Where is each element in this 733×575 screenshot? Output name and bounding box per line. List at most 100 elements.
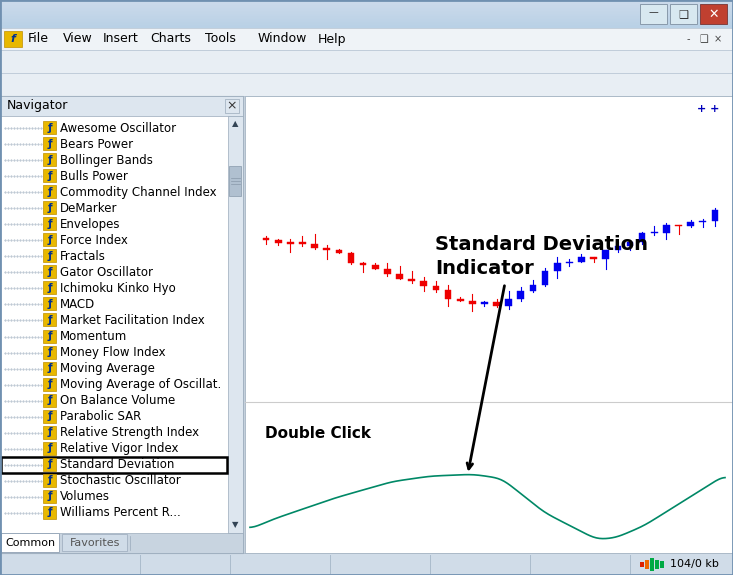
- Bar: [0, 10, 733, 11]
- Bar: [275, 240, 281, 243]
- Bar: [590, 258, 597, 259]
- Bar: [566, 262, 572, 263]
- Text: ✕: ✕: [708, 7, 719, 21]
- Bar: [396, 274, 403, 279]
- Bar: [651, 232, 658, 233]
- Bar: [43, 410, 56, 423]
- Bar: [229, 166, 241, 196]
- Bar: [0, 14, 733, 15]
- Bar: [638, 233, 646, 242]
- Bar: [645, 560, 649, 569]
- Bar: [663, 225, 670, 233]
- Text: Help: Help: [318, 33, 347, 45]
- Bar: [228, 116, 243, 533]
- Bar: [43, 266, 56, 278]
- Bar: [287, 243, 294, 244]
- Bar: [0, 24, 733, 25]
- Bar: [43, 378, 56, 390]
- Bar: [43, 474, 56, 487]
- Bar: [347, 253, 354, 263]
- Bar: [542, 271, 548, 285]
- Bar: [0, 0, 733, 1]
- Text: ƒ: ƒ: [47, 476, 52, 485]
- Bar: [0, 9, 733, 10]
- Text: View: View: [63, 33, 93, 45]
- Text: ƒ: ƒ: [47, 187, 52, 197]
- Bar: [0, 2, 733, 3]
- Bar: [43, 233, 56, 246]
- Text: f: f: [10, 34, 15, 44]
- Bar: [0, 1, 733, 2]
- Text: —: —: [649, 7, 658, 17]
- Bar: [578, 258, 585, 262]
- Text: Volumes: Volumes: [60, 490, 110, 503]
- Bar: [43, 426, 56, 439]
- Bar: [603, 250, 609, 259]
- Text: Ichimoku Kinko Hyo: Ichimoku Kinko Hyo: [60, 282, 176, 295]
- Text: Charts: Charts: [150, 33, 191, 45]
- Bar: [299, 243, 306, 244]
- Bar: [0, 23, 733, 24]
- Text: ƒ: ƒ: [47, 203, 52, 213]
- Text: Indicator: Indicator: [435, 259, 534, 278]
- Bar: [43, 442, 56, 455]
- Bar: [43, 153, 56, 166]
- Text: ƒ: ƒ: [47, 363, 52, 373]
- Text: ❑: ❑: [699, 34, 708, 44]
- Text: 104/0 kb: 104/0 kb: [670, 559, 719, 569]
- Bar: [0, 553, 733, 575]
- Text: Money Flow Index: Money Flow Index: [60, 346, 166, 359]
- Text: ƒ: ƒ: [47, 395, 52, 405]
- Text: Favorites: Favorites: [70, 538, 120, 548]
- Text: ƒ: ƒ: [47, 347, 52, 357]
- Text: ƒ: ƒ: [47, 331, 52, 341]
- Bar: [0, 21, 733, 22]
- Text: ▼: ▼: [232, 520, 238, 530]
- Bar: [245, 96, 733, 553]
- Text: Moving Average of Oscillat.: Moving Average of Oscillat.: [60, 378, 221, 391]
- Text: Moving Average: Moving Average: [60, 362, 155, 375]
- Bar: [675, 225, 682, 226]
- Bar: [700, 4, 727, 24]
- Bar: [0, 16, 733, 17]
- Bar: [0, 13, 733, 14]
- Text: ƒ: ƒ: [47, 122, 52, 132]
- Text: Force Index: Force Index: [60, 234, 128, 247]
- Bar: [0, 7, 733, 8]
- Bar: [445, 290, 452, 299]
- Text: MACD: MACD: [60, 298, 95, 311]
- Bar: [0, 11, 733, 12]
- Text: ƒ: ƒ: [47, 508, 52, 518]
- Text: ƒ: ƒ: [47, 299, 52, 309]
- Text: DeMarker: DeMarker: [60, 202, 117, 214]
- Bar: [614, 246, 622, 250]
- Bar: [43, 362, 56, 374]
- Text: ƒ: ƒ: [47, 139, 52, 148]
- Bar: [712, 210, 718, 221]
- Bar: [0, 3, 733, 4]
- Bar: [0, 19, 733, 20]
- Bar: [1, 457, 227, 473]
- Bar: [43, 201, 56, 214]
- Bar: [457, 299, 463, 301]
- Bar: [336, 250, 342, 253]
- Bar: [493, 302, 500, 306]
- Bar: [43, 169, 56, 182]
- Bar: [43, 121, 56, 134]
- Bar: [0, 96, 243, 553]
- Text: ❑: ❑: [679, 9, 688, 19]
- Bar: [0, 50, 733, 73]
- Text: Momentum: Momentum: [60, 330, 128, 343]
- Bar: [0, 96, 733, 553]
- Text: On Balance Volume: On Balance Volume: [60, 394, 175, 407]
- Text: ƒ: ƒ: [47, 251, 52, 261]
- Text: Navigator: Navigator: [7, 99, 68, 113]
- Bar: [699, 221, 706, 223]
- Text: Insert: Insert: [103, 33, 139, 45]
- Bar: [640, 4, 667, 24]
- Bar: [670, 4, 697, 24]
- Bar: [43, 137, 56, 150]
- Text: ƒ: ƒ: [47, 171, 52, 181]
- Text: Relative Vigor Index: Relative Vigor Index: [60, 442, 179, 455]
- Bar: [0, 17, 733, 18]
